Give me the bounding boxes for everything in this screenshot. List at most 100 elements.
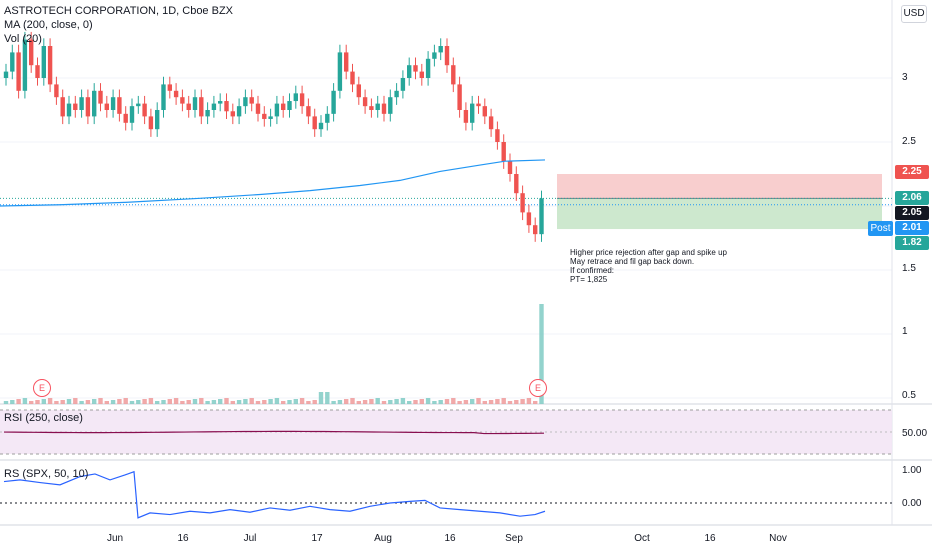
volume-bar <box>268 399 273 404</box>
volume-bar <box>350 398 355 404</box>
symbol-title: ASTROTECH CORPORATION, 1D, Cboe BZX <box>4 5 234 17</box>
candle-body <box>451 65 456 85</box>
volume-bar <box>407 401 412 404</box>
rs-legend: RS (SPX, 50, 10) <box>4 468 89 480</box>
x-tick-label: Jun <box>106 533 124 544</box>
x-tick-label: Sep <box>505 533 523 544</box>
candle-body <box>161 84 166 110</box>
volume-bar <box>419 399 424 404</box>
earnings-marker[interactable]: E <box>529 379 547 397</box>
candle-body <box>369 106 374 110</box>
candle-body <box>337 52 343 91</box>
candle-body <box>331 90 336 114</box>
candle-body <box>60 97 65 117</box>
volume-bar <box>337 400 343 404</box>
candle-body <box>255 103 261 114</box>
candle-body <box>362 97 368 107</box>
candle-body <box>98 90 103 104</box>
y-tick-label: 1 <box>902 326 908 337</box>
candle-body <box>507 161 513 174</box>
candle-body <box>539 198 544 235</box>
candle-body <box>312 116 317 130</box>
volume-bar <box>457 401 462 404</box>
volume-bar <box>243 399 248 404</box>
candle-body <box>287 101 292 110</box>
x-tick-label: Oct <box>634 533 650 544</box>
volume-bar <box>16 399 21 404</box>
volume-bar <box>255 401 261 404</box>
volume-bar <box>539 304 544 404</box>
volume-bar <box>47 398 53 404</box>
volume-bar <box>60 400 65 404</box>
x-tick-label: Jul <box>243 533 257 544</box>
volume-bar <box>526 398 532 404</box>
candle-body <box>381 103 387 114</box>
currency-button[interactable]: USD <box>901 5 927 23</box>
candle-body <box>236 106 242 117</box>
volume-bar <box>287 400 292 404</box>
candle-body <box>54 84 59 98</box>
volume-bar <box>400 398 406 404</box>
volume-bar <box>344 399 349 404</box>
position-boxes <box>0 174 892 230</box>
volume-bar <box>281 401 286 404</box>
candle-body <box>470 103 475 123</box>
volume-bar <box>325 392 330 404</box>
note-line: Higher price rejection after gap and spi… <box>570 248 727 257</box>
pane-separators <box>0 0 932 526</box>
volume-bar <box>394 399 399 404</box>
profit-target-zone <box>557 198 882 230</box>
volume-bar <box>356 401 361 404</box>
target-price-tag: 1.82 <box>895 236 929 250</box>
candle-body <box>318 122 324 130</box>
volume-bar <box>293 399 298 404</box>
candle-body <box>293 93 298 102</box>
indicator-lines <box>0 159 546 519</box>
candle-body <box>230 111 235 117</box>
candle-body <box>495 129 500 142</box>
volume-bar <box>136 400 141 404</box>
volume-bar <box>444 399 450 404</box>
volume-bar <box>73 398 78 404</box>
candle-body <box>457 84 462 110</box>
volume-bar <box>438 400 443 404</box>
volume-bar <box>41 399 46 404</box>
candle-body <box>167 84 172 91</box>
volume-bar <box>29 401 34 404</box>
candle-body <box>199 97 204 117</box>
candle-body <box>344 52 349 72</box>
volume-bar <box>318 392 324 404</box>
y-tick-label: 2.5 <box>902 136 916 147</box>
candle-body <box>356 84 361 98</box>
volume-bar <box>104 401 109 404</box>
volume-bar <box>451 398 456 404</box>
candle-body <box>375 103 380 110</box>
candle-body <box>155 110 160 130</box>
trade-note: Higher price rejection after gap and spi… <box>570 248 727 284</box>
candle-body <box>388 97 393 114</box>
volume-bar <box>533 401 538 404</box>
x-tick-label: Nov <box>769 533 787 544</box>
volume-bar <box>123 398 128 404</box>
volume-bar <box>381 401 387 404</box>
earnings-marker[interactable]: E <box>33 379 51 397</box>
candle-body <box>123 113 128 123</box>
ma-legend: MA (200, close, 0) <box>4 19 93 31</box>
rs-y-tick: 1.00 <box>902 465 922 476</box>
candle-body <box>192 97 198 110</box>
volume-bar <box>180 401 185 404</box>
post-market-label: Post <box>868 221 893 236</box>
volume-bar <box>22 398 28 404</box>
volume-bar <box>129 401 135 404</box>
volume-bar <box>432 401 437 404</box>
x-tick-label: 16 <box>704 533 716 544</box>
note-line: If confirmed: <box>570 266 615 275</box>
volume-bar <box>54 401 59 404</box>
volume-bar <box>463 400 469 404</box>
volume-bar <box>117 399 122 404</box>
candle-body <box>425 58 431 78</box>
x-tick-label: 17 <box>311 533 323 544</box>
candlesticks <box>3 31 544 242</box>
volume-bar <box>331 401 336 404</box>
candle-body <box>463 110 469 123</box>
